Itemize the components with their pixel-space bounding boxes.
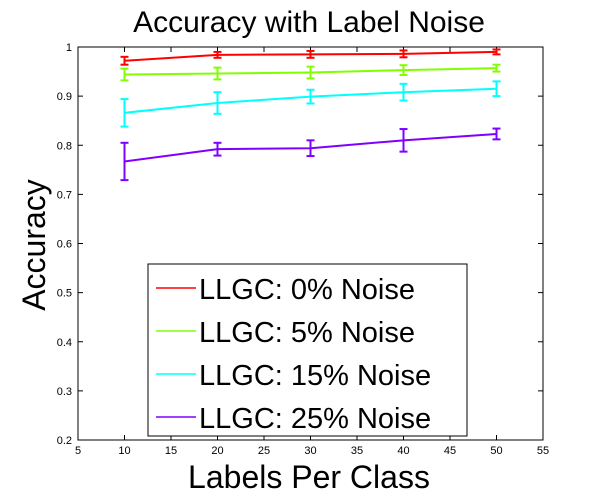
error-bar: [399, 128, 408, 153]
error-bar: [120, 98, 129, 128]
x-tick-label: 55: [537, 445, 549, 457]
x-axis: 5 10 15 20 25 30 35 40 45 50 55: [75, 47, 549, 457]
x-tick-label: 20: [211, 445, 223, 457]
chart-title: Accuracy with Label Noise: [133, 6, 485, 39]
error-bar: [399, 49, 408, 59]
error-bar: [492, 48, 501, 56]
error-bar: [213, 66, 222, 81]
y-tick-label: 1: [66, 42, 72, 54]
error-bar: [306, 49, 315, 59]
y-tick-label: 0.3: [57, 386, 72, 398]
y-tick-label: 0.4: [57, 337, 72, 349]
x-tick-label: 30: [304, 445, 316, 457]
x-tick-label: 10: [118, 445, 130, 457]
y-tick-label: 0.5: [57, 288, 72, 300]
legend-label: LLGC: 25% Noise: [199, 403, 431, 435]
error-bar: [492, 127, 501, 141]
error-bar: [213, 91, 222, 115]
legend: LLGC: 0% Noise LLGC: 5% Noise LLGC: 15% No…: [147, 263, 468, 437]
error-bar: [399, 82, 408, 102]
error-bar: [120, 67, 129, 82]
legend-item: LLGC: 5% Noise: [156, 317, 415, 349]
legend-item: LLGC: 0% Noise: [156, 274, 415, 306]
legend-label: LLGC: 0% Noise: [199, 274, 415, 306]
x-tick-label: 35: [351, 445, 363, 457]
x-tick-label: 40: [397, 445, 409, 457]
x-tick-label: 45: [444, 445, 456, 457]
error-bar: [120, 141, 129, 182]
error-bar: [306, 65, 315, 80]
y-tick-label: 0.8: [57, 140, 72, 152]
series-group: [120, 48, 501, 182]
error-bar: [306, 88, 315, 105]
error-bar: [120, 55, 129, 66]
y-axis: 0.2 0.3 0.4 0.5 0.6 0.7 0.8 0.9 1: [57, 42, 543, 447]
y-tick-label: 0.9: [57, 91, 72, 103]
y-tick-label: 0.2: [57, 435, 72, 447]
y-axis-label: Accuracy: [16, 179, 52, 311]
series-3: [120, 127, 501, 182]
y-tick-label: 0.7: [57, 189, 72, 201]
x-tick-label: 15: [165, 445, 177, 457]
error-bar: [213, 50, 222, 59]
series-0: [120, 48, 501, 66]
error-bar: [306, 139, 315, 158]
error-bar: [492, 80, 501, 98]
error-bar: [213, 141, 222, 157]
x-tick-label: 25: [258, 445, 270, 457]
series-2: [120, 80, 501, 128]
legend-label: LLGC: 5% Noise: [199, 317, 415, 349]
y-tick-label: 0.6: [57, 239, 72, 251]
series-1: [120, 63, 501, 82]
x-tick-label: 50: [490, 445, 502, 457]
legend-label: LLGC: 15% Noise: [199, 360, 431, 392]
legend-box: [147, 263, 468, 437]
legend-item: LLGC: 25% Noise: [156, 403, 431, 435]
error-bar: [399, 64, 408, 77]
error-bar: [492, 63, 501, 73]
legend-item: LLGC: 15% Noise: [156, 360, 431, 392]
x-tick-label: 5: [75, 445, 81, 457]
x-axis-label: Labels Per Class: [188, 459, 430, 495]
